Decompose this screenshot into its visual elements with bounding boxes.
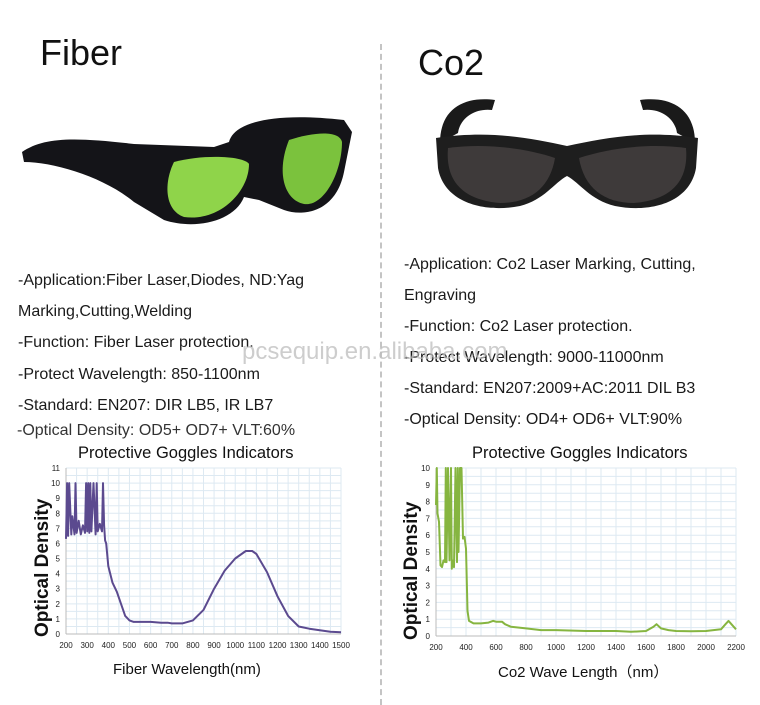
watermark: pcsequip.en.alibaba.com: [242, 338, 508, 365]
svg-text:400: 400: [102, 641, 116, 650]
svg-text:1400: 1400: [607, 643, 625, 652]
co2-spec-standard: -Standard: EN207:2009+AC:2011 DIL B3: [404, 380, 696, 397]
svg-text:600: 600: [489, 643, 503, 652]
svg-text:1800: 1800: [667, 643, 685, 652]
fiber-chart-xlabel: Fiber Wavelength(nm): [113, 661, 261, 678]
co2-spec-optical-density: -Optical Density: OD4+ OD6+ VLT:90%: [404, 411, 683, 428]
fiber-chart-title: Protective Goggles Indicators: [78, 444, 294, 462]
svg-text:1500: 1500: [332, 641, 350, 650]
svg-text:2000: 2000: [697, 643, 715, 652]
svg-text:400: 400: [459, 643, 473, 652]
svg-text:300: 300: [80, 641, 94, 650]
svg-text:7: 7: [56, 524, 61, 533]
svg-text:700: 700: [165, 641, 179, 650]
svg-text:1400: 1400: [311, 641, 329, 650]
svg-text:6: 6: [426, 531, 431, 540]
svg-text:1300: 1300: [290, 641, 308, 650]
co2-spec-function: -Function: Co2 Laser protection.: [404, 318, 633, 335]
co2-chart-xlabel: Co2 Wave Length（nm）: [498, 664, 669, 681]
svg-text:600: 600: [144, 641, 158, 650]
fiber-goggles-image: [22, 117, 352, 225]
svg-text:2200: 2200: [727, 643, 745, 652]
fiber-title: Fiber: [40, 32, 123, 73]
svg-text:5: 5: [426, 548, 431, 557]
svg-text:6: 6: [56, 539, 61, 548]
svg-text:1000: 1000: [547, 643, 565, 652]
fiber-spec-optical-density: -Optical Density: OD5+ OD7+ VLT:60%: [17, 422, 296, 439]
svg-text:2: 2: [56, 600, 61, 609]
svg-text:3: 3: [426, 582, 431, 591]
svg-text:8: 8: [56, 509, 61, 518]
svg-text:11: 11: [52, 464, 61, 473]
svg-text:0: 0: [426, 632, 431, 641]
svg-text:1000: 1000: [226, 641, 244, 650]
svg-text:200: 200: [59, 641, 73, 650]
co2-spec-application: -Application: Co2 Laser Marking, Cutting…: [404, 256, 696, 273]
co2-spec-application-cont: Engraving: [404, 287, 477, 304]
fiber-spec-function: -Function: Fiber Laser protection.: [18, 334, 254, 351]
column-divider: [380, 44, 382, 705]
svg-text:1200: 1200: [269, 641, 287, 650]
svg-text:4: 4: [426, 565, 431, 574]
svg-text:1100: 1100: [248, 641, 266, 650]
svg-text:10: 10: [51, 479, 60, 488]
svg-text:2: 2: [426, 598, 431, 607]
svg-text:5: 5: [56, 555, 61, 564]
svg-text:9: 9: [56, 494, 61, 503]
svg-text:10: 10: [421, 464, 430, 473]
svg-text:7: 7: [426, 514, 431, 523]
svg-text:4: 4: [56, 570, 61, 579]
svg-text:1: 1: [56, 615, 61, 624]
co2-spec-wavelength: -Protect Wavelength: 9000-11000nm: [404, 349, 664, 366]
svg-text:800: 800: [519, 643, 533, 652]
fiber-spec-application: -Application:Fiber Laser,Diodes, ND:Yag: [18, 272, 305, 289]
svg-text:1600: 1600: [637, 643, 655, 652]
svg-text:8: 8: [426, 498, 431, 507]
fiber-spec-standard: -Standard: EN207: DIR LB5, IR LB7: [18, 397, 274, 414]
svg-text:0: 0: [56, 630, 61, 639]
co2-goggles-image: [436, 99, 698, 209]
fiber-spec-wavelength: -Protect Wavelength: 850-1100nm: [18, 366, 260, 383]
fiber-chart: 0 1 2 3 4 5 6 7 8 9 10 11 200 300 400 500 600 700 800 900 10…: [51, 464, 350, 650]
svg-text:1200: 1200: [577, 643, 595, 652]
co2-chart: 0 1 2 3 4 5 6 7 8 9 10 200 400 600 800 1000 1200 1400 1600…: [421, 464, 745, 652]
svg-text:200: 200: [429, 643, 443, 652]
svg-text:3: 3: [56, 585, 61, 594]
svg-text:500: 500: [123, 641, 137, 650]
svg-text:900: 900: [207, 641, 221, 650]
fiber-spec-application-cont: Marking,Cutting,Welding: [18, 303, 193, 320]
co2-title: Co2: [418, 42, 485, 83]
svg-text:1: 1: [426, 615, 431, 624]
svg-text:800: 800: [186, 641, 200, 650]
co2-chart-title: Protective Goggles Indicators: [472, 444, 688, 462]
svg-text:9: 9: [426, 481, 431, 490]
